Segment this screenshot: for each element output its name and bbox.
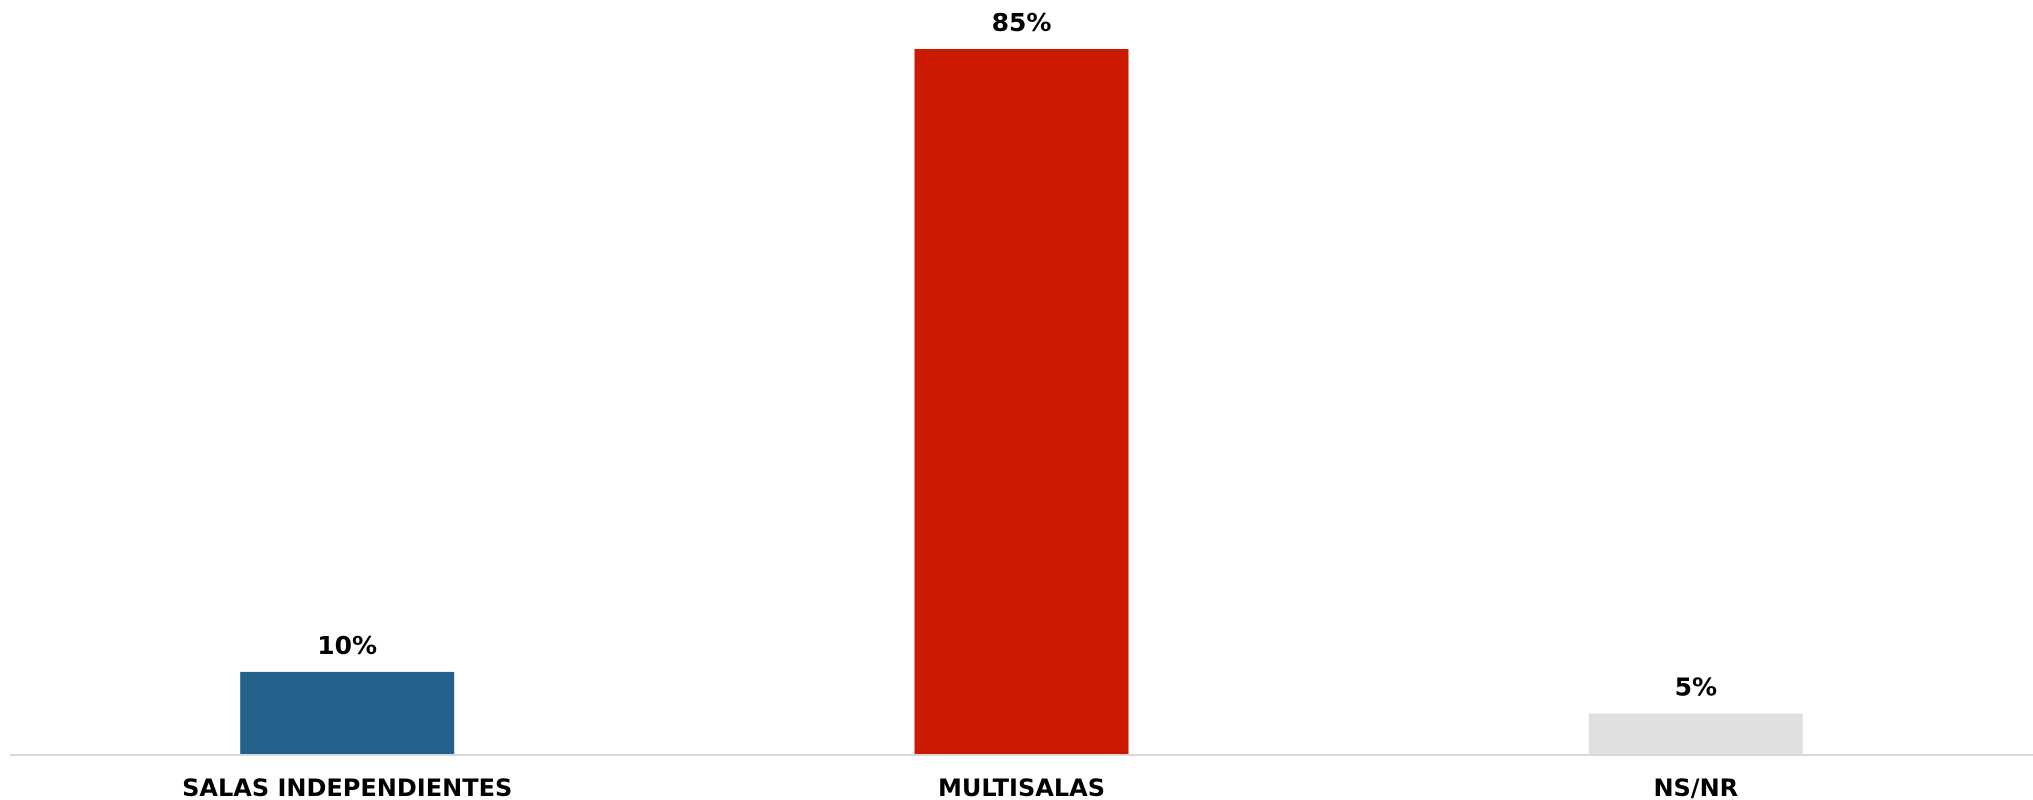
bars-layer <box>240 49 1803 755</box>
bar-value-label: 5% <box>1675 673 1717 702</box>
bar <box>1588 713 1803 755</box>
bar-value-label: 85% <box>992 8 1052 37</box>
x-tick-label: MULTISALAS <box>938 774 1105 800</box>
x-tick-label: NS/NR <box>1653 774 1738 800</box>
value-labels-layer: 10% 85% 5% <box>317 8 1717 702</box>
category-labels-layer: SALAS INDEPENDIENTES MULTISALAS NS/NR <box>182 774 1738 800</box>
bar <box>914 49 1129 755</box>
x-tick-label: SALAS INDEPENDIENTES <box>182 774 512 800</box>
bar-value-label: 10% <box>317 631 377 660</box>
bar <box>240 671 455 755</box>
